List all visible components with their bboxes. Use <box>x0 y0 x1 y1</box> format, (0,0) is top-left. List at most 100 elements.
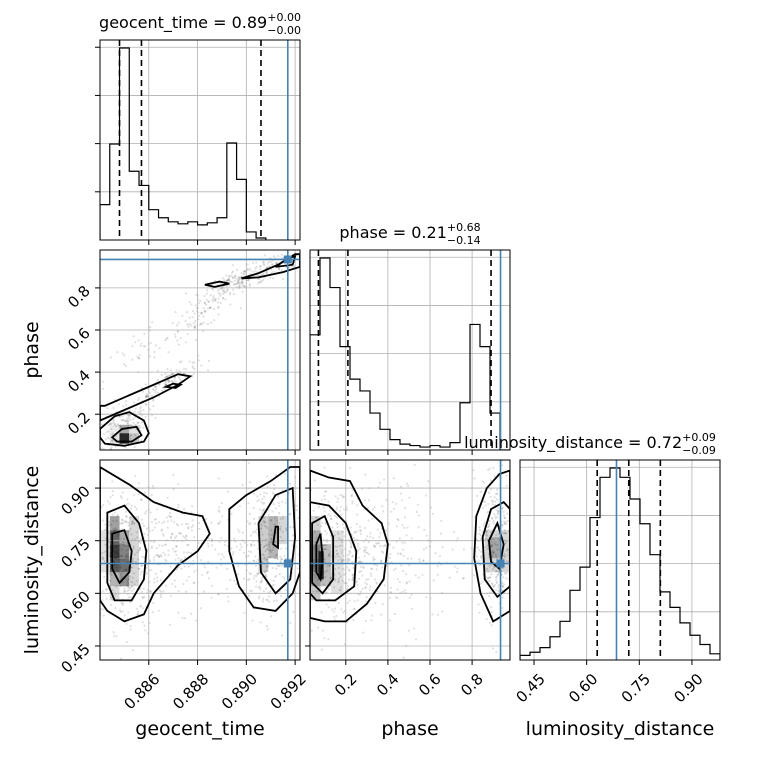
sample-point <box>121 442 124 445</box>
sample-point <box>139 605 143 608</box>
sample-point <box>261 512 264 515</box>
sample-point <box>237 280 240 283</box>
sample-point <box>263 491 266 494</box>
sample-point <box>351 502 354 505</box>
sample-point <box>485 537 488 540</box>
sample-point <box>336 500 339 504</box>
sample-point <box>119 461 121 463</box>
sample-point <box>275 262 278 265</box>
sample-point <box>369 585 372 588</box>
sample-point <box>95 490 97 492</box>
sample-point <box>133 416 136 419</box>
sample-point <box>328 564 331 567</box>
sample-point <box>291 534 295 538</box>
sample-point <box>336 552 339 555</box>
x-tick-label-phase: 0.4 <box>373 670 403 700</box>
sample-point <box>371 556 375 559</box>
sample-point <box>180 567 183 570</box>
sample-point <box>113 423 116 426</box>
sample-point <box>232 288 235 292</box>
sample-point <box>214 299 217 302</box>
sample-point <box>211 288 215 291</box>
sample-point <box>183 372 186 375</box>
sample-point <box>340 560 343 563</box>
sample-point <box>341 494 344 497</box>
contour-line <box>257 486 297 595</box>
sample-point <box>305 542 307 544</box>
sample-point <box>248 283 251 286</box>
sample-point <box>222 288 226 291</box>
sample-point <box>247 554 250 558</box>
sample-point <box>197 522 201 525</box>
sample-point <box>270 542 273 545</box>
sample-point <box>193 367 196 371</box>
sample-point <box>123 590 126 593</box>
sample-point <box>255 265 258 269</box>
sample-point <box>157 609 160 612</box>
sample-point <box>288 266 291 269</box>
sample-point <box>248 578 251 581</box>
sample-point <box>249 534 253 537</box>
x-tick-label-geocent_time: 0.886 <box>120 670 163 713</box>
sample-point <box>126 498 129 501</box>
sample-point <box>145 393 148 396</box>
sample-point <box>114 556 117 559</box>
sample-point <box>358 547 361 550</box>
sample-point <box>478 559 481 562</box>
sample-point <box>259 581 262 584</box>
sample-point <box>113 564 116 567</box>
sample-point <box>185 534 188 537</box>
sample-point <box>209 294 212 297</box>
sample-point <box>517 559 519 561</box>
sample-point <box>496 509 499 513</box>
sample-point <box>209 306 212 309</box>
title-sup: +0.09 <box>682 431 716 444</box>
sample-point <box>485 534 488 537</box>
sample-point <box>144 345 147 348</box>
sample-point <box>462 548 466 551</box>
sample-point <box>267 560 270 564</box>
sample-point <box>213 319 216 322</box>
sample-point <box>350 495 353 498</box>
density-cell <box>129 516 140 587</box>
title-sub-geocent_time: −0.00 <box>267 24 301 37</box>
density-cell <box>310 544 321 559</box>
sample-point <box>153 356 156 359</box>
sample-point <box>359 528 362 532</box>
sample-point <box>217 306 220 309</box>
sample-point <box>256 547 260 550</box>
sample-point <box>156 391 159 394</box>
sample-point <box>278 512 281 515</box>
sample-point <box>270 519 273 522</box>
density-cell <box>119 433 130 444</box>
x-tick-label-luminosity_distance: 0.60 <box>565 670 601 706</box>
sample-point <box>333 616 336 619</box>
sample-point <box>195 293 198 296</box>
sample-point <box>142 345 145 348</box>
axes-frame-luminosity_distance-luminosity_distance <box>519 459 721 661</box>
sample-point <box>243 541 246 544</box>
sample-point <box>365 596 368 599</box>
sample-point <box>349 545 353 548</box>
sample-point <box>347 568 350 571</box>
sample-point <box>317 567 321 570</box>
sample-point <box>100 447 103 450</box>
sample-point <box>150 546 153 550</box>
sample-point <box>202 306 205 310</box>
sample-point <box>266 547 269 551</box>
sample-point <box>149 590 152 593</box>
sample-point <box>220 553 224 556</box>
sample-point <box>235 545 238 548</box>
sample-point <box>414 638 418 641</box>
sample-point <box>164 543 168 546</box>
sample-point <box>263 556 267 559</box>
sample-point <box>236 573 240 576</box>
sample-point <box>111 480 114 483</box>
sample-point <box>337 577 340 580</box>
sample-point <box>102 387 105 390</box>
sample-point <box>271 263 274 266</box>
sample-point <box>316 590 319 593</box>
sample-point <box>258 455 260 457</box>
sample-point <box>363 526 367 530</box>
sample-point <box>307 583 309 585</box>
